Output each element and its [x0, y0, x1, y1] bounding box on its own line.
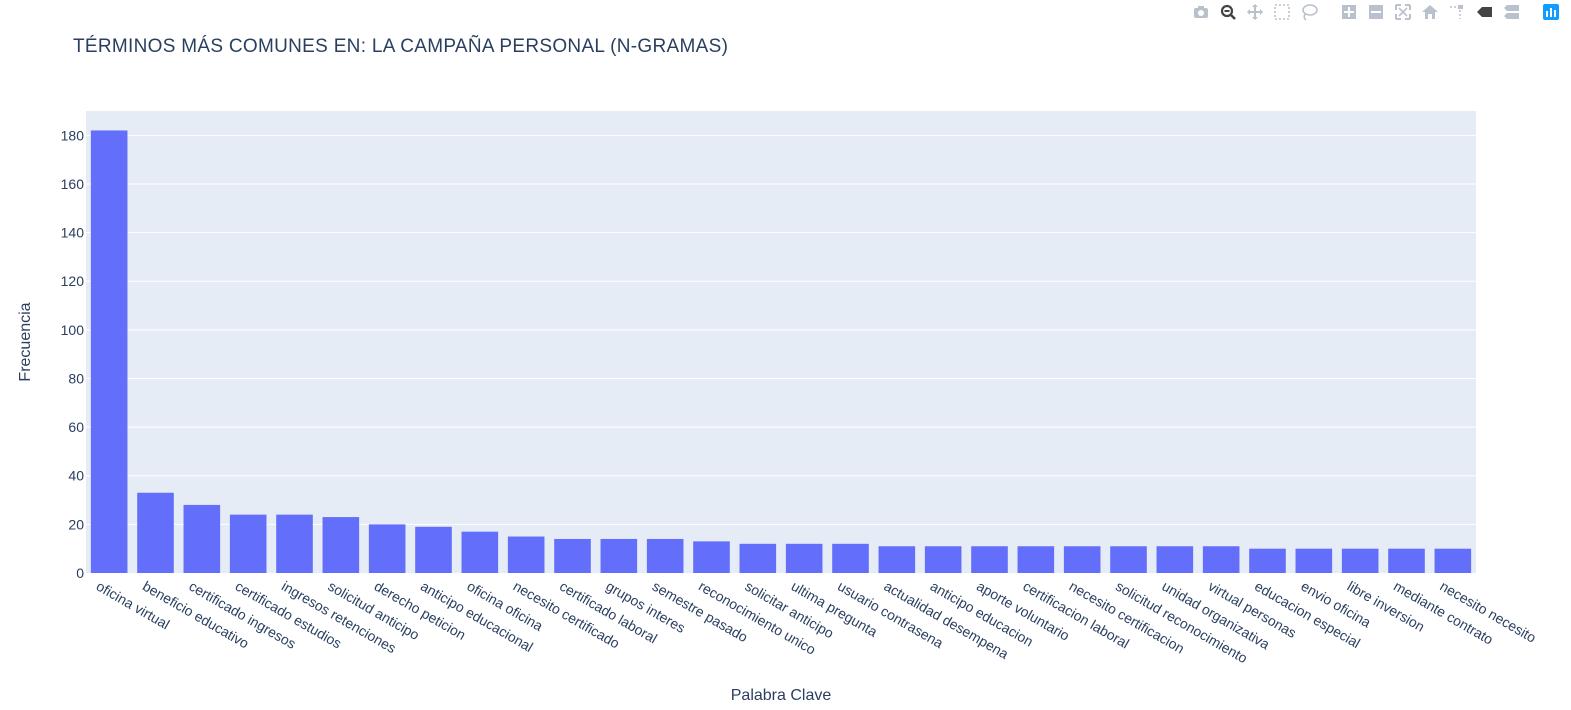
- zoom-out-icon[interactable]: [1364, 2, 1388, 22]
- y-axis-title: Frecuencia: [17, 302, 34, 381]
- spike-lines-icon[interactable]: [1445, 2, 1469, 22]
- y-tick-label: 60: [68, 419, 84, 435]
- bar[interactable]: [507, 536, 545, 573]
- bar[interactable]: [924, 546, 962, 573]
- bar[interactable]: [229, 514, 267, 573]
- bar[interactable]: [1110, 546, 1147, 573]
- bar[interactable]: [1388, 548, 1425, 573]
- bar[interactable]: [1249, 548, 1286, 573]
- y-tick-label: 160: [61, 176, 85, 192]
- y-tick-label: 0: [76, 565, 84, 581]
- bar[interactable]: [785, 543, 823, 573]
- x-axis-title: Palabra Clave: [731, 687, 832, 704]
- y-tick-label: 40: [68, 468, 84, 484]
- bar[interactable]: [1341, 548, 1379, 573]
- y-tick-label: 20: [68, 516, 84, 532]
- reset-axes-icon[interactable]: [1418, 2, 1442, 22]
- modebar-group: [1189, 2, 1321, 22]
- bar[interactable]: [1434, 548, 1472, 573]
- lasso-select-icon[interactable]: [1297, 2, 1321, 22]
- pan-icon[interactable]: [1243, 2, 1267, 22]
- gridlines: [86, 134, 1476, 525]
- plotly-logo-icon[interactable]: [1539, 2, 1563, 22]
- bar[interactable]: [137, 492, 174, 573]
- y-tick-label: 100: [61, 322, 85, 338]
- bar[interactable]: [832, 543, 869, 573]
- zoom-in-icon[interactable]: [1337, 2, 1361, 22]
- zoom-icon[interactable]: [1216, 2, 1240, 22]
- bar[interactable]: [646, 538, 684, 573]
- bar[interactable]: [322, 517, 360, 573]
- bar[interactable]: [461, 531, 499, 573]
- box-select-icon[interactable]: [1270, 2, 1294, 22]
- bar[interactable]: [971, 546, 1008, 573]
- bar[interactable]: [1295, 548, 1333, 573]
- bar[interactable]: [1063, 546, 1101, 573]
- autoscale-icon[interactable]: [1391, 2, 1415, 22]
- bar[interactable]: [600, 538, 638, 573]
- bar[interactable]: [739, 543, 777, 573]
- bar[interactable]: [693, 541, 730, 573]
- y-axis-ticks: 0 20 40 60 80 100 120 140 160 180: [61, 127, 85, 581]
- chart-title: TÉRMINOS MÁS COMUNES EN: LA CAMPAÑA PERS…: [73, 36, 729, 57]
- bar[interactable]: [276, 514, 313, 573]
- modebar: [1177, 2, 1563, 22]
- bar[interactable]: [878, 546, 916, 573]
- bar[interactable]: [90, 130, 128, 573]
- modebar-group: [1337, 2, 1523, 22]
- modebar-group: [1539, 2, 1563, 22]
- y-tick-label: 140: [61, 225, 85, 241]
- y-tick-label: 180: [61, 127, 85, 143]
- y-tick-label: 80: [68, 370, 84, 386]
- bars: [90, 130, 1472, 573]
- bar[interactable]: [1202, 546, 1240, 573]
- y-tick-label: 120: [61, 273, 85, 289]
- bar[interactable]: [1156, 546, 1194, 573]
- camera-icon[interactable]: [1189, 2, 1213, 22]
- bar[interactable]: [554, 538, 591, 573]
- bar[interactable]: [1017, 546, 1055, 573]
- plot-background: [86, 111, 1476, 573]
- hover-compare-icon[interactable]: [1499, 2, 1523, 22]
- bar[interactable]: [415, 526, 452, 573]
- hover-closest-icon[interactable]: [1472, 2, 1496, 22]
- bar[interactable]: [183, 504, 221, 573]
- bar[interactable]: [368, 524, 406, 573]
